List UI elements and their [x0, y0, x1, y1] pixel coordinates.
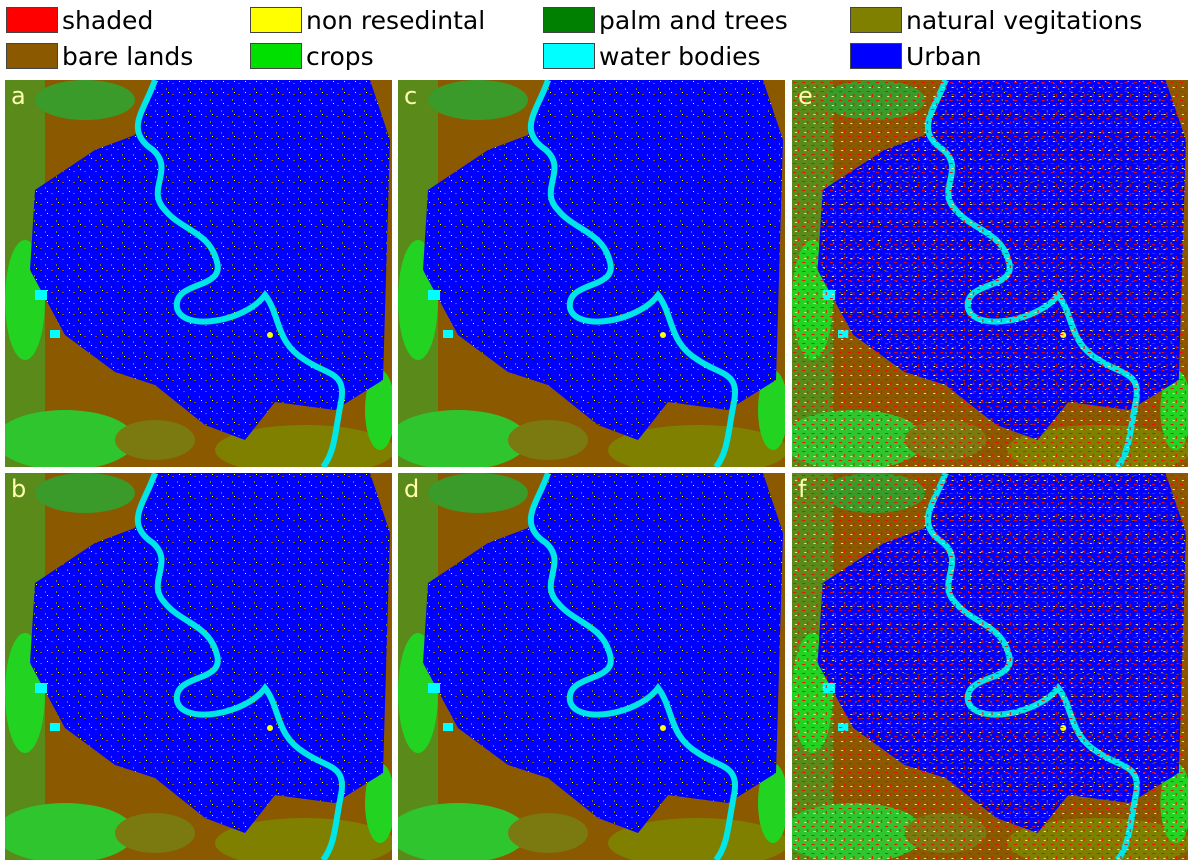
legend-label: bare lands — [62, 42, 193, 71]
panel-label: d — [404, 475, 419, 503]
legend-item: non resedintal — [250, 2, 543, 38]
map-panel: b — [5, 473, 392, 860]
legend-item: palm and trees — [543, 2, 850, 38]
legend-item: shaded — [6, 2, 250, 38]
land-cover-map — [398, 473, 785, 860]
land-cover-map — [5, 473, 392, 860]
legend-label: crops — [306, 42, 374, 71]
panel-label: a — [11, 82, 26, 110]
legend-label: shaded — [62, 6, 153, 35]
legend-swatch — [543, 43, 595, 69]
legend-swatch — [6, 7, 58, 33]
legend-label: palm and trees — [599, 6, 788, 35]
map-panel: d — [398, 473, 785, 860]
legend-item: bare lands — [6, 38, 250, 74]
land-cover-map — [792, 473, 1188, 860]
legend-swatch — [543, 7, 595, 33]
panel-label: c — [404, 82, 417, 110]
map-panel: f — [792, 473, 1188, 860]
legend-swatch — [850, 7, 902, 33]
map-panel: c — [398, 80, 785, 467]
map-panel: a — [5, 80, 392, 467]
panel-label: e — [798, 82, 813, 110]
legend-label: Urban — [906, 42, 982, 71]
legend-label: natural vegitations — [906, 6, 1142, 35]
legend-item: water bodies — [543, 38, 850, 74]
legend-item: crops — [250, 38, 543, 74]
legend-label: non resedintal — [306, 6, 485, 35]
panel-label: f — [798, 475, 806, 503]
legend: shaded non resedintal palm and trees natura… — [6, 2, 1196, 74]
legend-swatch — [250, 43, 302, 69]
legend-swatch — [850, 43, 902, 69]
legend-item: natural vegitations — [850, 2, 1190, 38]
legend-swatch — [6, 43, 58, 69]
figure: shaded non resedintal palm and trees natura… — [0, 0, 1199, 861]
legend-label: water bodies — [599, 42, 761, 71]
panel-label: b — [11, 475, 26, 503]
legend-item: Urban — [850, 38, 1190, 74]
legend-swatch — [250, 7, 302, 33]
land-cover-map — [792, 80, 1188, 467]
land-cover-map — [5, 80, 392, 467]
land-cover-map — [398, 80, 785, 467]
map-panel: e — [792, 80, 1188, 467]
